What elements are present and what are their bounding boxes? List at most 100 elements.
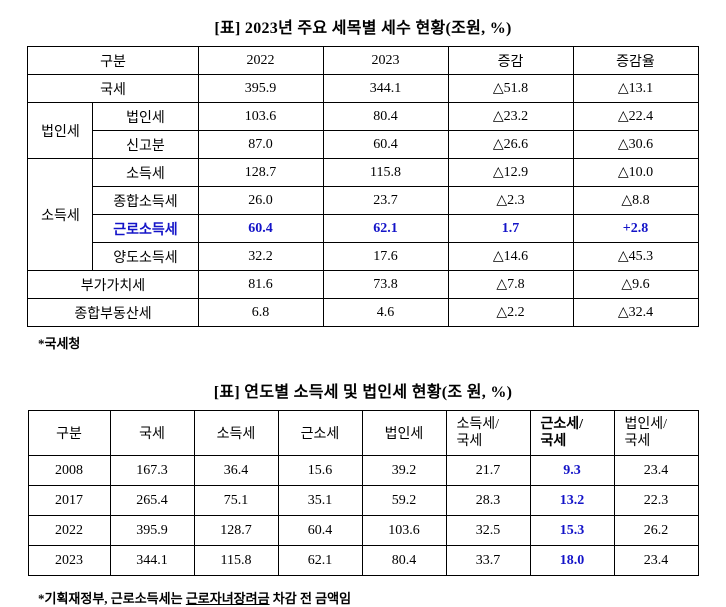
cell-change: △2.3 xyxy=(447,186,574,215)
cell-earned-ratio: 13.2 xyxy=(529,485,615,516)
table1-row-comprehensive-income: 종합소득세 26.0 23.7 △2.3 △8.8 xyxy=(28,186,699,215)
cell-2022: 87.0 xyxy=(197,130,324,159)
cell-corporate-ratio: 26.2 xyxy=(613,515,699,546)
cell-year: 2023 xyxy=(27,545,111,576)
cell-2023: 4.6 xyxy=(322,298,449,327)
cell-2022: 26.0 xyxy=(197,186,324,215)
cell-income: 36.4 xyxy=(193,455,279,486)
cell-2022: 32.2 xyxy=(197,242,324,271)
footnote-text-suffix: 차감 전 금액임 xyxy=(269,591,352,606)
cell-corporate: 59.2 xyxy=(361,485,447,516)
table1-row-national-tax: 국세 395.9 344.1 △51.8 △13.1 xyxy=(27,74,699,103)
cell-national: 395.9 xyxy=(109,515,195,546)
cell-label: 법인세 xyxy=(92,102,199,131)
table2-header-row: 구분 국세 소득세 근소세 법인세 소득세/ 국세 근소세/ 국세 법인세/ 국… xyxy=(27,410,699,456)
cell-income-ratio: 33.7 xyxy=(445,545,531,576)
header-income-ratio: 소득세/ 국세 xyxy=(445,410,531,456)
table2-row-2022: 2022 395.9 128.7 60.4 103.6 32.5 15.3 26… xyxy=(27,515,699,546)
table2-row-2008: 2008 167.3 36.4 15.6 39.2 21.7 9.3 23.4 xyxy=(27,455,699,486)
footnote-text-prefix: *기획재정부, 근로소득세는 xyxy=(38,591,186,606)
cell-2023: 62.1 xyxy=(322,214,449,243)
cell-2022: 128.7 xyxy=(197,158,324,187)
cell-2023: 73.8 xyxy=(322,270,449,299)
header-2022: 2022 xyxy=(197,46,324,75)
cell-rate: △22.4 xyxy=(572,102,699,131)
cell-2022: 6.8 xyxy=(197,298,324,327)
cell-national: 344.1 xyxy=(109,545,195,576)
cell-change: △51.8 xyxy=(447,74,574,103)
cell-label: 근로소득세 xyxy=(92,214,199,243)
cell-year: 2022 xyxy=(27,515,111,546)
cell-corporate: 80.4 xyxy=(361,545,447,576)
cell-earned-ratio: 9.3 xyxy=(529,455,615,486)
header-corporate-ratio: 법인세/ 국세 xyxy=(613,410,699,456)
cell-rate: +2.8 xyxy=(572,214,699,243)
cell-rate: △10.0 xyxy=(572,158,699,187)
cell-2023: 115.8 xyxy=(322,158,449,187)
cell-national: 265.4 xyxy=(109,485,195,516)
cell-rate: △13.1 xyxy=(572,74,699,103)
cell-label: 국세 xyxy=(27,74,199,103)
cell-corporate: 39.2 xyxy=(361,455,447,486)
cell-earned: 15.6 xyxy=(277,455,363,486)
cell-income-ratio: 32.5 xyxy=(445,515,531,546)
table1-row-property-tax: 종합부동산세 6.8 4.6 △2.2 △32.4 xyxy=(27,298,699,327)
group-corporate-tax: 법인세 xyxy=(27,102,94,159)
cell-rate: △9.6 xyxy=(572,270,699,299)
cell-change: △7.8 xyxy=(447,270,574,299)
cell-income: 75.1 xyxy=(193,485,279,516)
cell-2023: 17.6 xyxy=(322,242,449,271)
cell-year: 2017 xyxy=(27,485,111,516)
cell-corporate-ratio: 23.4 xyxy=(613,455,699,486)
table1-row-income-tax: 소득세 소득세 128.7 115.8 △12.9 △10.0 xyxy=(27,158,699,271)
cell-income-ratio: 21.7 xyxy=(445,455,531,486)
cell-national: 167.3 xyxy=(109,455,195,486)
cell-2023: 80.4 xyxy=(322,102,449,131)
cell-2023: 60.4 xyxy=(322,130,449,159)
table1-row-earned-income: 근로소득세 60.4 62.1 1.7 +2.8 xyxy=(28,214,699,243)
cell-income-ratio: 28.3 xyxy=(445,485,531,516)
table1-row-capital-gains: 양도소득세 32.2 17.6 △14.6 △45.3 xyxy=(28,242,699,271)
cell-income: 115.8 xyxy=(193,545,279,576)
cell-earned-ratio: 18.0 xyxy=(529,545,615,576)
cell-income: 128.7 xyxy=(193,515,279,546)
header-category: 구분 xyxy=(27,46,199,75)
cell-2022: 81.6 xyxy=(197,270,324,299)
cell-rate: △32.4 xyxy=(572,298,699,327)
cell-label: 종합부동산세 xyxy=(27,298,199,327)
cell-earned-ratio: 15.3 xyxy=(529,515,615,546)
cell-label: 신고분 xyxy=(92,130,199,159)
table2-row-2023: 2023 344.1 115.8 62.1 80.4 33.7 18.0 23.… xyxy=(27,545,699,576)
cell-2022: 60.4 xyxy=(197,214,324,243)
cell-earned: 60.4 xyxy=(277,515,363,546)
tax-revenue-table: 구분 2022 2023 증감 증감율 국세 395.9 344.1 △51.8… xyxy=(27,46,699,327)
header-category: 구분 xyxy=(27,410,111,456)
header-2023: 2023 xyxy=(322,46,449,75)
table1-title: [표] 2023년 주요 세목별 세수 현황(조원, %) xyxy=(214,20,512,37)
header-corporate-tax: 법인세 xyxy=(361,410,447,456)
cell-label: 양도소득세 xyxy=(92,242,199,271)
table2-row-2017: 2017 265.4 75.1 35.1 59.2 28.3 13.2 22.3 xyxy=(27,485,699,516)
cell-label: 소득세 xyxy=(92,158,199,187)
cell-change: △26.6 xyxy=(447,130,574,159)
footnote-text-underlined: 근로자녀장려금 xyxy=(185,591,270,606)
cell-change: △14.6 xyxy=(447,242,574,271)
table1-footnote: *국세청 xyxy=(38,336,81,351)
cell-2023: 344.1 xyxy=(322,74,449,103)
cell-change: △2.2 xyxy=(447,298,574,327)
header-change-rate: 증감율 xyxy=(572,46,699,75)
header-income-tax: 소득세 xyxy=(193,410,279,456)
header-earned-ratio: 근소세/ 국세 xyxy=(529,410,615,456)
cell-label: 종합소득세 xyxy=(92,186,199,215)
cell-label: 부가가치세 xyxy=(27,270,199,299)
cell-2022: 395.9 xyxy=(197,74,324,103)
cell-2022: 103.6 xyxy=(197,102,324,131)
yearly-income-corporate-table: 구분 국세 소득세 근소세 법인세 소득세/ 국세 근소세/ 국세 법인세/ 국… xyxy=(27,410,699,576)
cell-year: 2008 xyxy=(27,455,111,486)
cell-earned: 35.1 xyxy=(277,485,363,516)
cell-change: 1.7 xyxy=(447,214,574,243)
table2-footnote: *기획재정부, 근로소득세는 근로자녀장려금 차감 전 금액임 xyxy=(38,588,726,607)
table2-title: [표] 연도별 소득세 및 법인세 현황(조 원, %) xyxy=(213,384,513,401)
cell-rate: △30.6 xyxy=(572,130,699,159)
